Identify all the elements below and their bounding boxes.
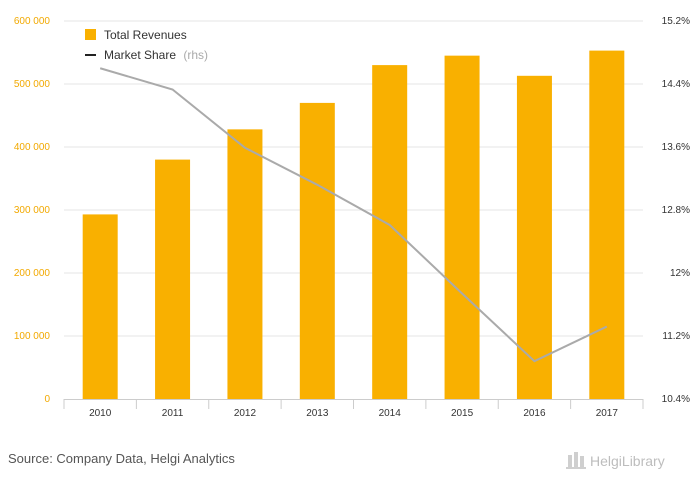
bar xyxy=(227,129,263,400)
brand-logo: HelgiLibrary xyxy=(566,452,665,469)
library-icon xyxy=(566,452,586,469)
x-tick-label: 2015 xyxy=(451,408,474,419)
bar xyxy=(589,50,625,400)
svg-text:Market Share (rhs): Market Share (rhs) xyxy=(104,48,208,62)
x-tick-label: 2012 xyxy=(234,408,257,419)
bar xyxy=(372,65,408,399)
market-share-line xyxy=(99,67,608,363)
legend-label-market-share: Market Share xyxy=(104,48,176,62)
x-tick-label: 2014 xyxy=(379,408,402,419)
right-tick-label: 14.4% xyxy=(662,79,690,90)
right-tick-label: 13.6% xyxy=(662,142,690,153)
gridlines xyxy=(64,20,643,337)
x-tick-label: 2011 xyxy=(162,408,184,419)
bar-series-total-revenues xyxy=(82,50,625,400)
right-tick-label: 15.2% xyxy=(662,16,690,27)
line-series-market-share xyxy=(99,67,608,363)
brand-name: HelgiLibrary xyxy=(590,453,665,469)
right-tick-label: 11.2% xyxy=(662,331,690,342)
left-tick-label: 100 000 xyxy=(14,331,51,342)
left-tick-label: 600 000 xyxy=(14,16,51,27)
right-tick-label: 12.8% xyxy=(662,205,690,216)
x-tick-label: 2013 xyxy=(306,408,329,419)
left-tick-label: 300 000 xyxy=(14,205,51,216)
x-axis: 2010 2011 2012 2013 2014 2015 2016 2017 xyxy=(63,399,644,419)
x-tick-label: 2017 xyxy=(596,408,619,419)
legend-swatch-total-revenues xyxy=(85,29,96,40)
source-note: Source: Company Data, Helgi Analytics xyxy=(8,451,235,466)
left-axis: 0 100 000 200 000 300 000 400 000 500 000 600 … xyxy=(14,16,51,405)
left-tick-label: 0 xyxy=(44,394,50,405)
left-tick-label: 200 000 xyxy=(14,268,51,279)
right-tick-label: 10.4% xyxy=(662,394,690,405)
bar xyxy=(444,55,480,400)
bar xyxy=(516,75,552,399)
legend: Total Revenues Market Share (rhs) xyxy=(85,28,208,62)
right-axis: 10.4% 11.2% 12% 12.8% 13.6% 14.4% 15.2% xyxy=(662,16,690,405)
x-tick-label: 2016 xyxy=(523,408,546,419)
bar xyxy=(82,214,118,399)
left-tick-label: 500 000 xyxy=(14,79,51,90)
legend-label-rhs-note: (rhs) xyxy=(183,48,208,62)
bar xyxy=(155,159,191,399)
bar xyxy=(299,102,335,400)
x-tick-label: 2010 xyxy=(89,408,112,419)
left-tick-label: 400 000 xyxy=(14,142,51,153)
right-tick-label: 12% xyxy=(670,268,690,279)
legend-label-total-revenues: Total Revenues xyxy=(104,28,187,42)
